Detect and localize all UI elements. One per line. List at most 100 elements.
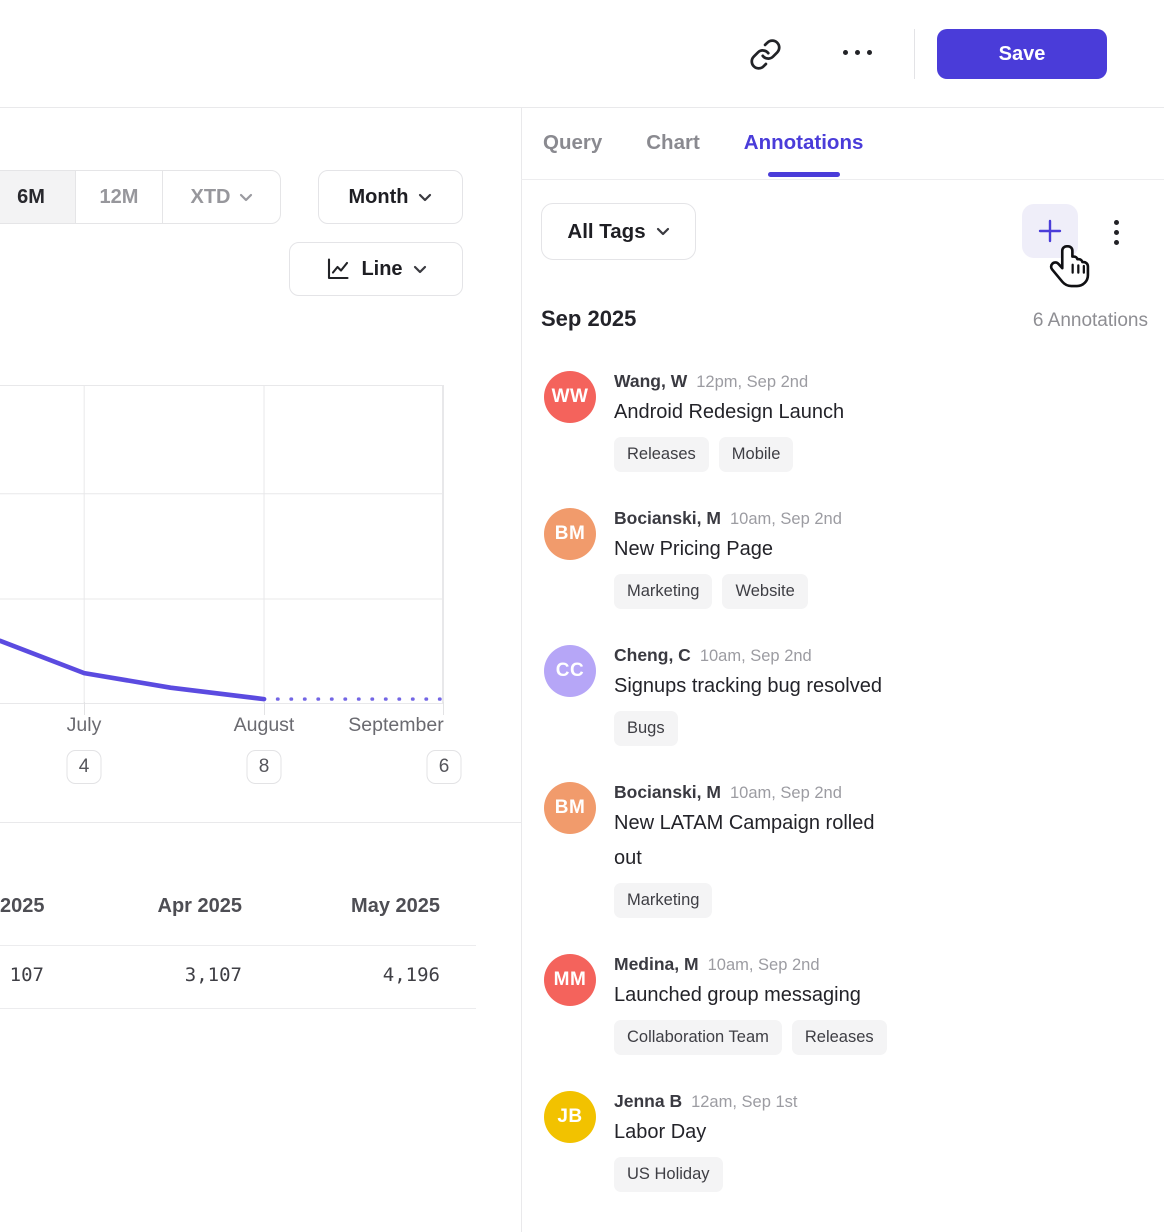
table-header-divider <box>0 945 476 946</box>
line-chart-canvas <box>0 386 443 703</box>
chart-type-dropdown[interactable]: Line <box>289 242 463 296</box>
annotation-title: Labor Day <box>614 1121 707 1143</box>
interval-dropdown[interactable]: Month <box>318 170 463 224</box>
annotation-title: Signups tracking bug resolved <box>614 675 882 697</box>
chevron-down-icon <box>413 265 426 273</box>
annotation-header: Bocianski, M 10am, Sep 2nd <box>614 508 842 532</box>
annotation-body: Cheng, C 10am, Sep 2nd Signups tracking bu… <box>614 645 882 746</box>
annotation-header: Medina, M 10am, Sep 2nd <box>614 954 887 978</box>
tab-annotations[interactable]: Annotations <box>744 107 863 179</box>
avatar: BM <box>544 508 596 560</box>
chevron-down-icon <box>419 193 432 201</box>
x-axis-tick <box>84 702 85 715</box>
annotation-tags: Marketing Website <box>614 574 842 609</box>
annotation-item[interactable]: MM Medina, M 10am, Sep 2nd Launched group m… <box>544 954 954 1055</box>
annotation-author: Medina, M <box>614 954 699 974</box>
annotation-count-badge-september[interactable]: 6 <box>426 750 462 784</box>
annotation-author: Jenna B <box>614 1091 683 1111</box>
annotation-tag[interactable]: Releases <box>791 1020 887 1055</box>
annotation-body: Medina, M 10am, Sep 2nd Launched group mes… <box>614 954 887 1055</box>
annotation-author: Bocianski, M <box>614 508 721 528</box>
annotation-tag[interactable]: Releases <box>614 437 709 472</box>
tab-query[interactable]: Query <box>543 131 603 154</box>
x-axis-tick <box>264 702 265 715</box>
save-button[interactable]: Save <box>937 29 1107 79</box>
copy-link-button[interactable] <box>746 36 784 72</box>
save-button-label: Save <box>998 42 1046 65</box>
avatar: JB <box>544 1091 596 1143</box>
tab-chart[interactable]: Chart <box>646 131 700 154</box>
annotation-tag[interactable]: Mobile <box>718 437 794 472</box>
annotation-tag[interactable]: US Holiday <box>614 1157 723 1192</box>
table-header-col1: 2025 <box>0 895 45 917</box>
plus-icon <box>1038 219 1062 243</box>
annotation-tag[interactable]: Collaboration Team <box>614 1020 782 1055</box>
link-icon <box>750 38 780 70</box>
tabs-bottom-border <box>521 179 1164 180</box>
range-option-12m[interactable]: 12M <box>75 171 162 223</box>
table-cell-col2: 3,107 <box>184 964 242 986</box>
annotations-list: WW Wang, W 12pm, Sep 2nd Android Redesign L… <box>544 371 954 1228</box>
annotation-timestamp: 10am, Sep 2nd <box>707 956 820 974</box>
annotations-count: 6 Annotations <box>1032 310 1148 331</box>
annotation-title: Android Redesign Launch <box>614 401 845 423</box>
tags-filter-dropdown[interactable]: All Tags <box>541 203 696 260</box>
annotation-tags: Collaboration Team Releases <box>614 1020 887 1055</box>
annotation-tag[interactable]: Marketing <box>614 883 713 918</box>
avatar: MM <box>544 954 596 1006</box>
range-option-6m[interactable]: 6M <box>0 171 75 223</box>
annotation-item[interactable]: WW Wang, W 12pm, Sep 2nd Android Redesign L… <box>544 371 954 472</box>
annotation-tag[interactable]: Website <box>722 574 808 609</box>
date-range-selector: 6M 12M XTD <box>0 170 281 224</box>
annotation-title: New Pricing Page <box>614 538 773 560</box>
annotation-timestamp: 12pm, Sep 2nd <box>696 373 809 391</box>
add-annotation-button[interactable] <box>1022 204 1078 258</box>
table-bottom-border <box>0 1008 476 1009</box>
active-tab-indicator <box>767 172 840 177</box>
annotation-body: Bocianski, M 10am, Sep 2nd New Pricing Pag… <box>614 508 842 609</box>
annotation-header: Cheng, C 10am, Sep 2nd <box>614 645 882 669</box>
annotation-timestamp: 10am, Sep 2nd <box>729 510 842 528</box>
more-options-button[interactable] <box>843 50 872 55</box>
annotation-tags: Bugs <box>614 711 882 746</box>
annotation-timestamp: 12am, Sep 1st <box>691 1093 798 1111</box>
annotation-count-badge-july[interactable]: 4 <box>66 750 102 784</box>
annotation-timestamp: 10am, Sep 2nd <box>729 784 842 802</box>
annotation-tags: US Holiday <box>614 1157 797 1192</box>
annotation-header: Bocianski, M 10am, Sep 2nd <box>614 782 874 806</box>
annotation-author: Bocianski, M <box>614 782 721 802</box>
table-header-col2: Apr 2025 <box>157 895 243 917</box>
header-vertical-separator <box>914 29 915 79</box>
annotation-tags: Marketing <box>614 883 874 918</box>
x-axis-label-august: August <box>233 714 295 736</box>
annotations-menu-button[interactable] <box>1104 211 1128 253</box>
header-divider <box>0 107 1164 108</box>
annotation-item[interactable]: BM Bocianski, M 10am, Sep 2nd New LATAM Cam… <box>544 782 954 918</box>
range-option-xtd[interactable]: XTD <box>162 171 280 223</box>
annotation-timestamp: 10am, Sep 2nd <box>699 647 812 665</box>
avatar: CC <box>544 645 596 697</box>
ellipsis-icon <box>843 50 848 55</box>
right-panel-tabs: Query Chart Annotations <box>543 107 863 179</box>
annotations-month-header: Sep 2025 <box>541 306 637 331</box>
annotation-header: Wang, W 12pm, Sep 2nd <box>614 371 844 395</box>
annotation-item[interactable]: JB Jenna B 12am, Sep 1st Labor Day US Holida… <box>544 1091 954 1192</box>
x-axis-tick <box>443 702 444 715</box>
panel-divider <box>521 107 522 1232</box>
annotation-tags: Releases Mobile <box>614 437 844 472</box>
annotation-tag[interactable]: Bugs <box>614 711 678 746</box>
annotation-item[interactable]: BM Bocianski, M 10am, Sep 2nd New Pricing P… <box>544 508 954 609</box>
annotation-body: Bocianski, M 10am, Sep 2nd New LATAM Campa… <box>614 782 874 918</box>
annotation-header: Jenna B 12am, Sep 1st <box>614 1091 797 1115</box>
table-cell-col3: 4,196 <box>382 964 440 986</box>
avatar: BM <box>544 782 596 834</box>
annotation-tag[interactable]: Marketing <box>614 574 713 609</box>
x-axis-label-september: September <box>348 714 444 736</box>
annotation-title: Launched group messaging <box>614 984 861 1006</box>
annotation-title: New LATAM Campaign rolled out <box>614 812 875 869</box>
annotation-count-badge-august[interactable]: 8 <box>246 750 282 784</box>
line-chart-plot[interactable] <box>0 385 444 704</box>
annotation-item[interactable]: CC Cheng, C 10am, Sep 2nd Signups tracking … <box>544 645 954 746</box>
annotation-body: Jenna B 12am, Sep 1st Labor Day US Holiday <box>614 1091 797 1192</box>
table-cell-col1: 107 <box>9 964 44 986</box>
